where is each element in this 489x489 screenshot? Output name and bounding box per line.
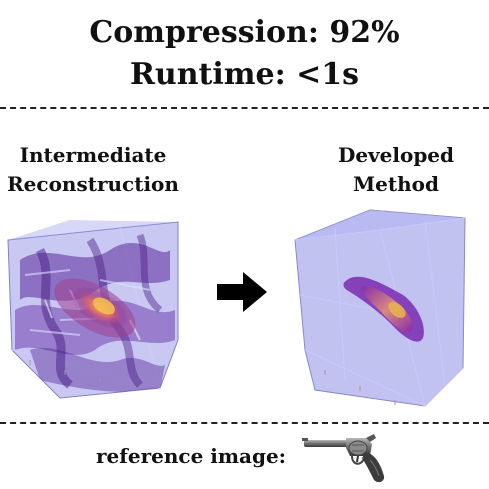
right-arrow-icon bbox=[217, 272, 267, 312]
cube-top-face bbox=[295, 210, 465, 240]
density-peak bbox=[388, 302, 406, 318]
left-label-line1: Intermediate bbox=[19, 143, 167, 167]
axis-ticks bbox=[29, 360, 101, 383]
noise-density bbox=[15, 233, 175, 392]
stats-header: Compression: 92% Runtime: <1s bbox=[0, 12, 489, 96]
left-panel-label: Intermediate Reconstruction bbox=[0, 141, 186, 199]
density-core bbox=[362, 286, 413, 333]
cube-edge bbox=[11, 349, 161, 389]
right-label-line1: Developed bbox=[337, 143, 455, 167]
right-label-line2: Method bbox=[353, 172, 439, 196]
compression-text: Compression: 92% bbox=[89, 15, 400, 50]
left-label-line2: Reconstruction bbox=[7, 172, 179, 196]
revolver-icon bbox=[302, 434, 385, 483]
cube-top-face bbox=[8, 220, 178, 240]
bottom-divider bbox=[0, 422, 489, 424]
reference-label: reference image: bbox=[96, 444, 287, 468]
axis-ticks bbox=[324, 370, 396, 405]
runtime-text: Runtime: <1s bbox=[129, 57, 360, 92]
intermediate-reconstruction-volume bbox=[7, 220, 179, 399]
top-divider bbox=[0, 107, 489, 109]
developed-method-volume bbox=[294, 209, 466, 407]
right-panel-label: Developed Method bbox=[296, 141, 489, 199]
